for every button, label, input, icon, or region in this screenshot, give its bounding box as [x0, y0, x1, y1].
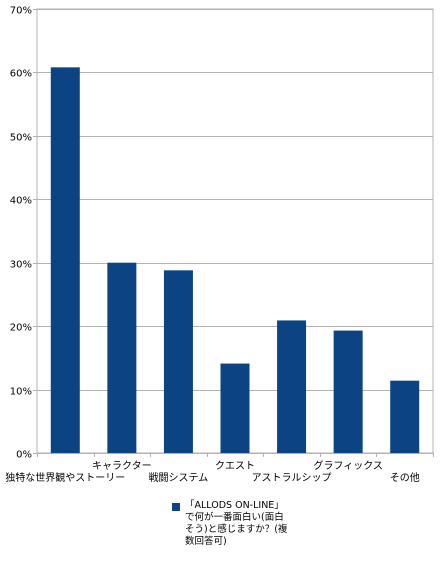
y-tick-label: 50% — [10, 133, 32, 144]
x-category-label: アストラルシップ — [252, 472, 332, 484]
y-tick-label: 10% — [10, 387, 32, 398]
bar — [333, 330, 363, 453]
bar — [50, 67, 80, 454]
y-tick-label: 0% — [16, 450, 32, 461]
y-tick-label: 20% — [10, 323, 32, 334]
bar — [220, 363, 250, 453]
bar — [277, 320, 307, 453]
x-category-label: キャラクター — [92, 460, 152, 472]
x-category-label: クエスト — [215, 460, 255, 472]
legend-swatch — [172, 503, 180, 511]
bar — [107, 262, 137, 453]
y-tick-label: 30% — [10, 260, 32, 271]
x-category-label: 戦闘システム — [149, 471, 209, 484]
x-category-label: その他 — [390, 471, 420, 484]
chart-legend: 「ALLODS ON-LINE」で何が一番面白い(面白そう)と感じますか？(複数… — [172, 500, 290, 548]
bar — [163, 270, 193, 453]
x-category-label: グラフィックス — [313, 459, 383, 472]
y-tick-label: 60% — [10, 69, 32, 80]
y-tick-label: 40% — [10, 196, 32, 207]
x-category-label: 独特な世界観やストーリー — [5, 471, 125, 484]
y-tick-label: 70% — [10, 6, 32, 17]
legend-label: 「ALLODS ON-LINE」で何が一番面白い(面白そう)と感じますか？(複数… — [185, 500, 288, 547]
bar — [390, 380, 420, 453]
